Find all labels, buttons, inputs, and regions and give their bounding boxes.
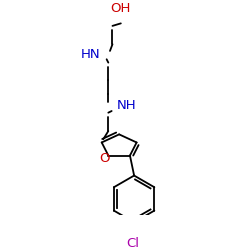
Text: OH: OH [111, 2, 131, 15]
Text: HN: HN [80, 48, 100, 61]
Text: NH: NH [117, 99, 136, 112]
Text: O: O [99, 152, 110, 164]
Text: Cl: Cl [126, 237, 139, 250]
